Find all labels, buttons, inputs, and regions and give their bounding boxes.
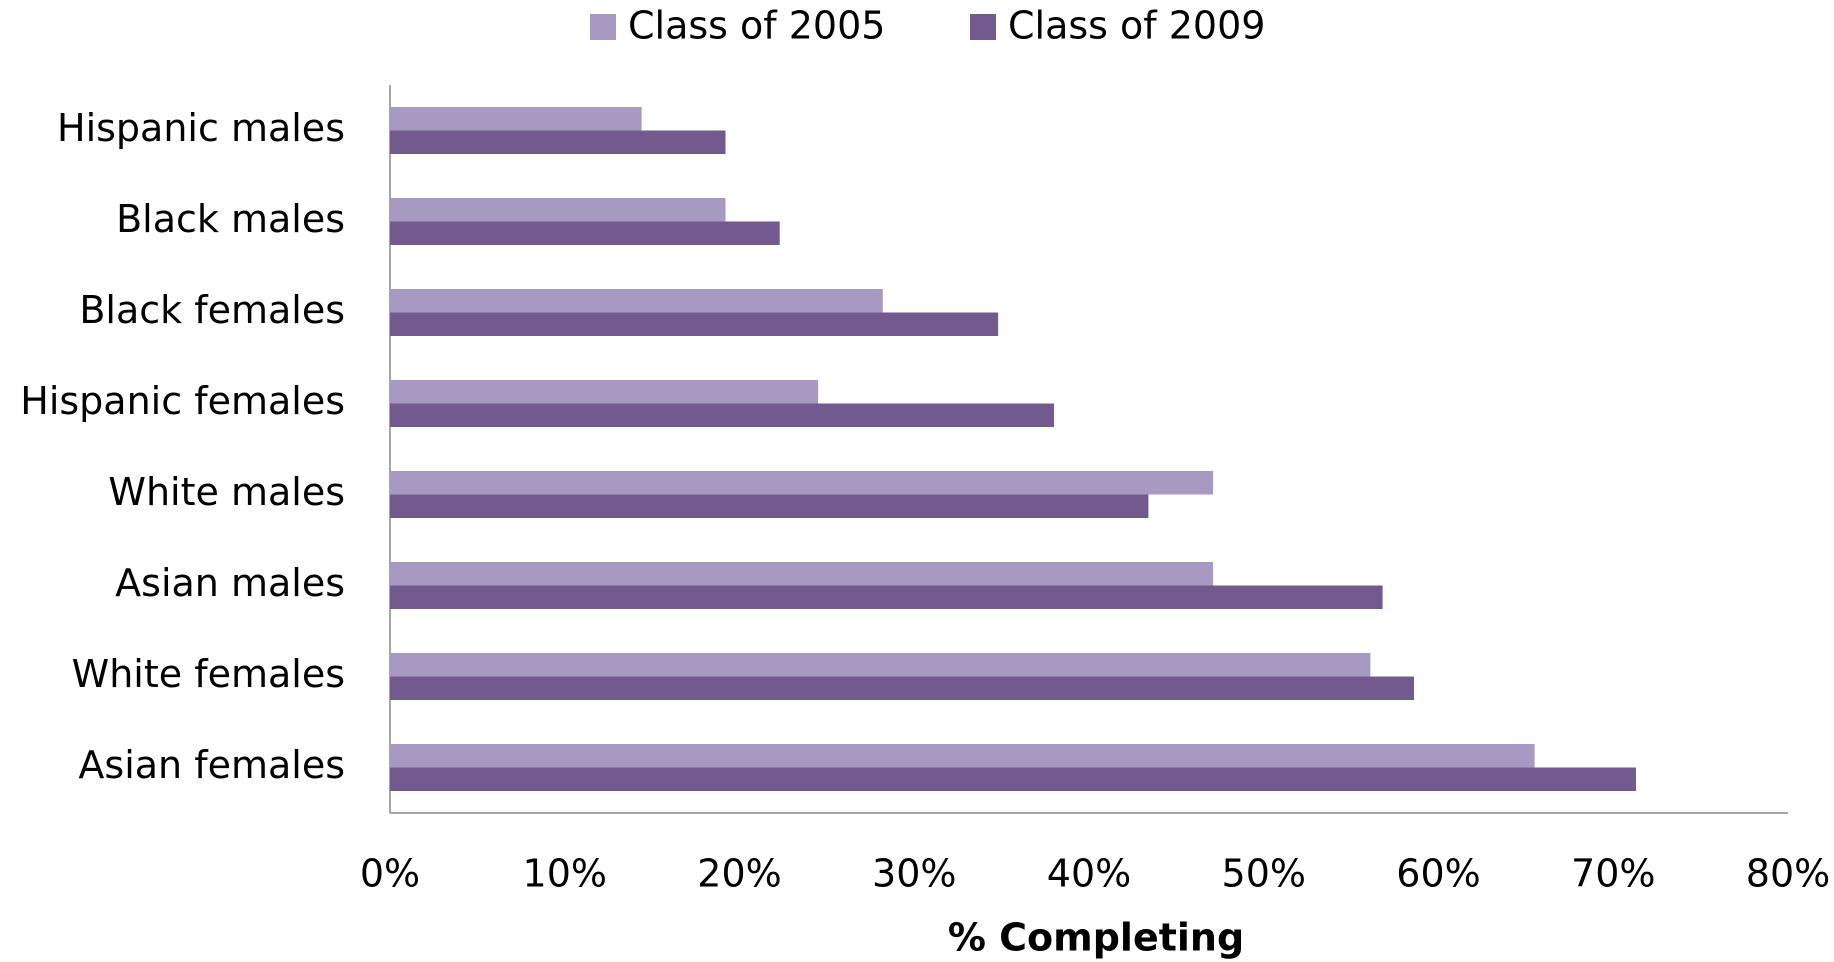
bar bbox=[390, 198, 726, 222]
x-tick-label: 70% bbox=[1571, 852, 1655, 896]
x-tick-label: 60% bbox=[1396, 852, 1480, 896]
bar bbox=[390, 289, 883, 313]
bar bbox=[390, 585, 1383, 609]
x-tick-label: 40% bbox=[1047, 852, 1131, 896]
bar bbox=[390, 403, 1055, 427]
bar bbox=[390, 221, 780, 245]
bar bbox=[390, 744, 1535, 768]
x-tick-label: 30% bbox=[872, 852, 956, 896]
x-tick-label: 20% bbox=[697, 852, 781, 896]
y-tick-label: Asian males bbox=[115, 561, 345, 605]
bar bbox=[390, 130, 726, 154]
legend-label: Class of 2009 bbox=[1008, 4, 1265, 48]
bar bbox=[390, 562, 1214, 586]
bar bbox=[390, 471, 1214, 495]
y-tick-label: Hispanic females bbox=[20, 379, 345, 423]
y-tick-label: Black males bbox=[116, 197, 345, 241]
y-tick-label: Black females bbox=[79, 288, 345, 332]
bar bbox=[390, 494, 1149, 518]
bar bbox=[390, 312, 999, 336]
bar bbox=[390, 676, 1415, 700]
y-tick-label: White males bbox=[108, 470, 345, 514]
x-tick-label: 0% bbox=[360, 852, 420, 896]
legend-swatch bbox=[970, 14, 996, 40]
bar bbox=[390, 653, 1371, 677]
y-tick-label: White females bbox=[72, 652, 345, 696]
y-tick-label: Asian females bbox=[78, 743, 345, 787]
legend-swatch bbox=[590, 14, 616, 40]
x-axis-title: % Completing bbox=[948, 916, 1244, 960]
bar bbox=[390, 767, 1636, 791]
x-tick-label: 10% bbox=[523, 852, 607, 896]
bar bbox=[390, 380, 819, 404]
y-tick-label: Hispanic males bbox=[57, 106, 345, 150]
x-tick-label: 80% bbox=[1746, 852, 1830, 896]
bar bbox=[390, 107, 642, 131]
legend-label: Class of 2005 bbox=[628, 4, 885, 48]
x-tick-label: 50% bbox=[1222, 852, 1306, 896]
